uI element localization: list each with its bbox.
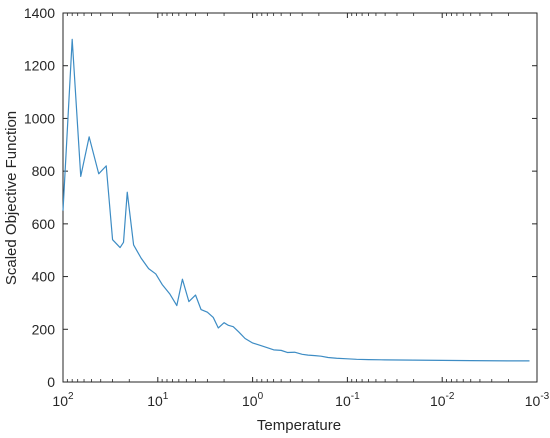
x-axis-label: Temperature bbox=[257, 417, 341, 434]
x-tick-base: 10 bbox=[430, 393, 446, 409]
x-tick-exponent: -2 bbox=[446, 391, 455, 402]
x-tick-exponent: -1 bbox=[351, 391, 360, 402]
x-tick-label: 10-2 bbox=[430, 391, 455, 409]
series-line bbox=[62, 38, 530, 362]
x-tick-label: 100 bbox=[242, 391, 264, 409]
y-tick-label: 0 bbox=[47, 374, 55, 390]
y-tick-label: 1400 bbox=[24, 5, 55, 21]
x-tick-base: 10 bbox=[335, 393, 351, 409]
y-axis-label: Scaled Objective Function bbox=[3, 111, 20, 285]
x-tick-label: 102 bbox=[52, 391, 74, 409]
x-tick-label: 10-1 bbox=[335, 391, 360, 409]
x-tick-exponent: 1 bbox=[163, 391, 169, 402]
x-tick-base: 10 bbox=[525, 393, 541, 409]
plot-frame bbox=[62, 12, 538, 383]
y-tick-label: 1200 bbox=[24, 58, 55, 74]
y-tick-label: 1000 bbox=[24, 110, 55, 126]
x-tick-base: 10 bbox=[147, 393, 163, 409]
x-tick-exponent: 0 bbox=[258, 391, 264, 402]
y-tick-label: 400 bbox=[32, 269, 56, 285]
y-tick-label: 800 bbox=[32, 163, 56, 179]
x-tick-base: 10 bbox=[242, 393, 258, 409]
y-tick-label: 600 bbox=[32, 216, 56, 232]
x-tick-base: 10 bbox=[52, 393, 68, 409]
x-tick-label: 101 bbox=[147, 391, 169, 409]
y-tick-label: 200 bbox=[32, 321, 56, 337]
x-tick-label: 10-3 bbox=[525, 391, 550, 409]
x-tick-exponent: 2 bbox=[68, 391, 74, 402]
x-tick-exponent: -3 bbox=[540, 391, 549, 402]
